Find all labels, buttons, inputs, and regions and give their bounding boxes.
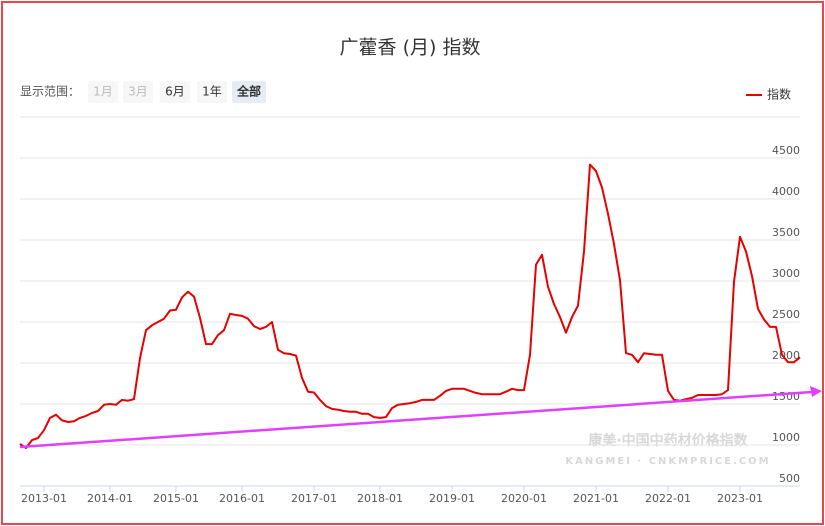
watermark-sub: KANGMEI · CNKMPRICE.COM (565, 456, 770, 467)
range-button-label[interactable]: 6月 (165, 85, 185, 99)
range-button[interactable] (232, 81, 266, 103)
legend-label[interactable]: 指数 (767, 87, 791, 102)
range-button-label[interactable]: 1年 (202, 85, 222, 99)
plot: 500100015002000250030003500400045002013-… (19, 144, 801, 505)
x-tick-label: 2015-01 (153, 492, 199, 505)
series-line (19, 163, 801, 449)
y-tick-label: 3500 (772, 226, 800, 239)
range-button (123, 81, 153, 103)
x-tick-label: 2020-01 (501, 492, 547, 505)
x-tick-label: 2019-01 (429, 492, 475, 505)
range-buttons: 1月 3月 6月 1年 全部 (88, 81, 266, 103)
y-tick-label: 4000 (772, 185, 800, 198)
range-button-label: 3月 (128, 85, 148, 99)
range-button[interactable] (197, 81, 227, 103)
chart-title: 广藿香 (月) 指数 (340, 37, 481, 59)
x-tick-label: 2018-01 (357, 492, 403, 505)
watermark: 康美·中国中药材价格指数 (588, 432, 748, 449)
y-tick-label: 2500 (772, 308, 800, 321)
x-tick-label: 2014-01 (87, 492, 133, 505)
y-tick-label: 4500 (772, 144, 800, 157)
y-tick-label: 1000 (772, 431, 800, 444)
range-label: 显示范围： (20, 85, 80, 99)
range-button[interactable] (160, 81, 190, 103)
arrow-head (810, 386, 822, 397)
x-tick-label: 2021-01 (573, 492, 619, 505)
trend-arrow (19, 390, 813, 449)
y-tick-label: 500 (779, 472, 800, 485)
range-button (88, 81, 118, 103)
x-tick-label: 2016-01 (219, 492, 265, 505)
range-button-label[interactable]: 全部 (236, 84, 261, 99)
x-tick-label: 2013-01 (21, 492, 67, 505)
x-tick-label: 2022-01 (645, 492, 691, 505)
x-tick-label: 2023-01 (717, 492, 763, 505)
x-tick-label: 2017-01 (291, 492, 337, 505)
y-tick-label: 2000 (772, 349, 800, 362)
range-button-label: 1月 (93, 85, 113, 99)
y-tick-label: 3000 (772, 267, 800, 280)
